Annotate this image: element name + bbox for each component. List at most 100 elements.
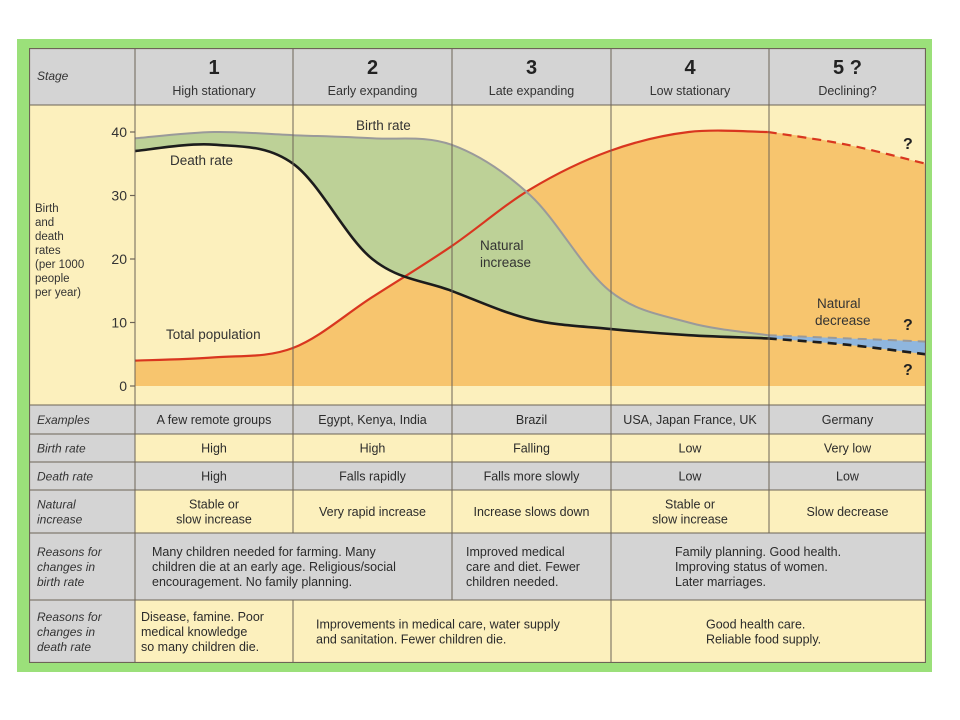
table-cell: Low [836,470,860,484]
row-bg [135,533,926,600]
y-axis-label: death [35,231,64,243]
row-label-bg [29,405,135,434]
population-line [134,129,768,362]
row-label: Reasons for [37,545,103,559]
row-label: birth rate [37,575,85,589]
y-axis-label: per year) [35,287,81,299]
row-bg [135,462,926,490]
table-cell: Germany [822,413,874,427]
row-label-bg [29,600,135,663]
total-population-label: Total population [166,327,261,342]
y-tick-label: 20 [111,251,127,267]
table-cell: and sanitation. Fewer children die. [316,633,506,647]
table-cell: Stable or [189,498,239,512]
table-cell: encouragement. No family planning. [152,575,352,589]
table-cell: medical knowledge [141,625,247,639]
table-cell: Stable or [665,498,715,512]
table-cell: Disease, famine. Poor [141,610,264,624]
table-cell: Egypt, Kenya, India [318,413,426,427]
row-label: death rate [37,640,91,654]
row-label: Reasons for [37,610,103,624]
table-cell: Brazil [516,413,547,427]
table-cell: care and diet. Fewer [466,560,580,574]
row-label: increase [37,513,83,527]
table-cell: Low [679,470,703,484]
table-cell: slow increase [176,513,252,527]
row-label-bg [29,434,135,462]
table-cell: Good health care. [706,618,805,632]
sheet-border [29,48,926,663]
demographic-transition-sheet: Stage 1 High stationary 2 Early expanding 3 La… [29,48,926,663]
table-cell: Family planning. Good health. [675,545,841,559]
stage-name: Early expanding [328,84,418,98]
table-cell: slow increase [652,513,728,527]
table-cell: USA, Japan France, UK [623,413,757,427]
row-label: Birth rate [37,442,86,456]
y-axis-label: Birth [35,203,59,215]
table-cell: Low [679,442,703,456]
stage-number: 1 [208,57,219,79]
y-tick-label: 10 [111,315,127,331]
table-cell: Very low [824,442,872,456]
table-cell: Later marriages. [675,575,766,589]
row-label: Examples [37,413,90,427]
table-cell: High [201,470,227,484]
stage-number: 4 [684,57,696,79]
y-tick-label: 30 [111,188,127,204]
death-rate-line-projected [767,337,926,356]
table-cell: Improvements in medical care, water supp… [316,618,561,632]
row-label-bg [29,462,135,490]
table-cell: Increase slows down [473,505,589,519]
table-cell: Falls rapidly [339,470,406,484]
row-label: changes in [37,625,95,639]
stage-name: Low stationary [650,84,731,98]
stage-name: Late expanding [489,84,575,98]
death-rate-label: Death rate [170,153,233,168]
row-bg [135,600,926,663]
table-cell: Falls more slowly [484,470,581,484]
row-bg [135,405,926,434]
stage-number: 3 [526,57,537,79]
table-cell: High [360,442,386,456]
y-axis-label: people [35,273,70,285]
row-label-bg [29,490,135,533]
birth-rate-line [134,130,768,337]
table-cell: Falling [513,442,550,456]
y-tick-label: 40 [111,124,127,140]
row-label: changes in [37,560,95,574]
natural-decrease-label: Natural [817,296,861,311]
population-line-projected [767,130,926,165]
question-mark-label: ? [903,362,913,379]
y-axis-label: and [35,217,54,229]
natural-increase-area [135,131,768,339]
y-tick-label: 0 [119,378,127,394]
table-cell: Many children needed for farming. Many [152,545,376,559]
table-cell: Improved medical [466,545,565,559]
header-band [29,48,926,105]
question-mark-label: ? [903,317,913,334]
death-rate-line [134,143,768,340]
row-label-bg [29,533,135,600]
natural-decrease-label: decrease [815,313,871,328]
birth-rate-label: Birth rate [356,118,411,133]
birth-rate-line-projected [767,334,926,343]
table-cell: children die at an early age. Religious/… [152,560,396,574]
natural-increase-label: Natural [480,238,524,253]
stage-label: Stage [37,69,69,83]
table-cell: children needed. [466,575,558,589]
row-label: Death rate [37,470,93,484]
table-cell: Reliable food supply. [706,633,821,647]
table-cell: A few remote groups [157,413,272,427]
stage-number: 2 [367,57,378,79]
table-cell: Slow decrease [807,505,889,519]
table-cell: Very rapid increase [319,505,426,519]
y-axis-label: (per 1000 [35,259,84,271]
question-mark-label: ? [903,136,913,153]
stage-name: Declining? [818,84,876,98]
table-cell: so many children die. [141,640,259,654]
natural-increase-label: increase [480,255,531,270]
table-cell: Improving status of women. [675,560,828,574]
row-bg [135,490,926,533]
table-cell: High [201,442,227,456]
y-axis-label: rates [35,245,61,257]
